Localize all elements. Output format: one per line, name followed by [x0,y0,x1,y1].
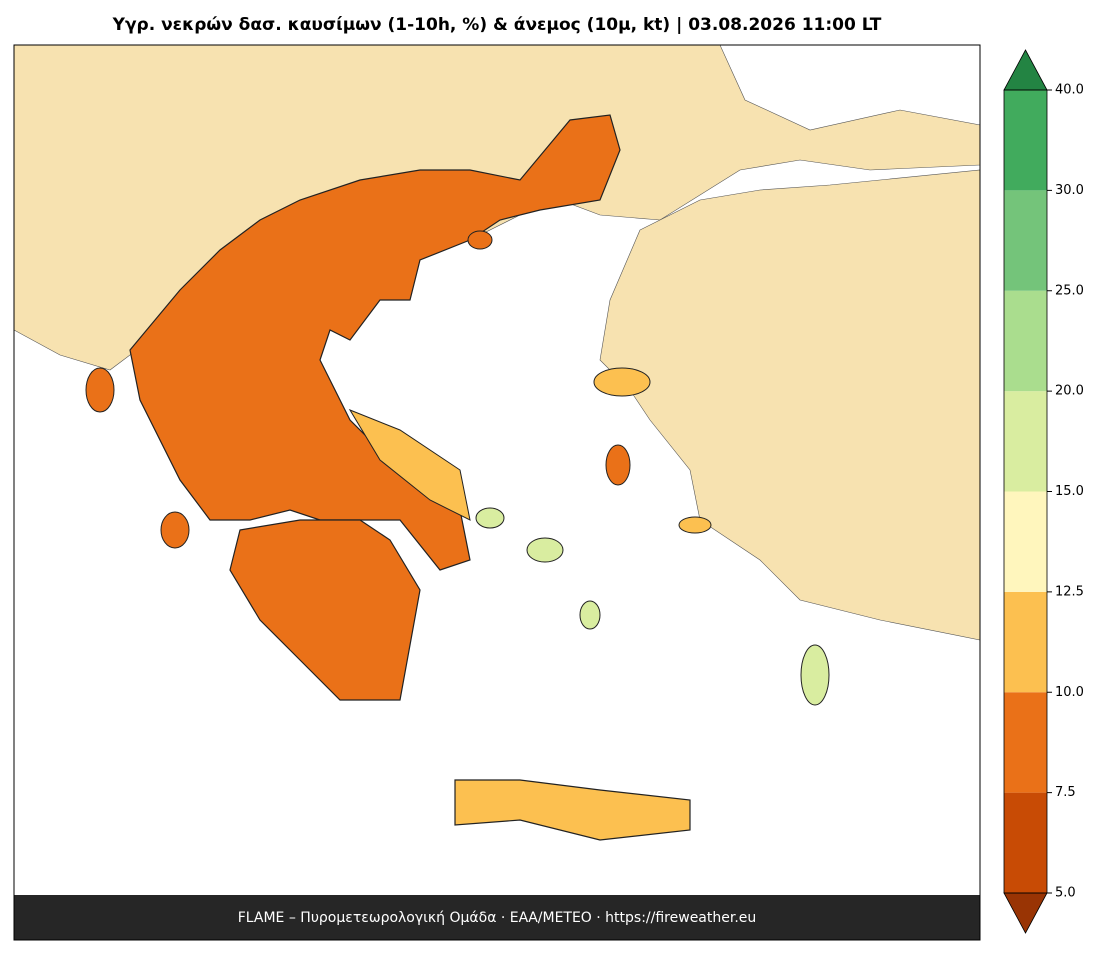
colorbar-segment [1004,692,1047,793]
colorbar-tick-label: 5.0 [1055,886,1076,901]
colorbar-tick-label: 12.5 [1055,584,1084,599]
colorbar-segment [1004,290,1047,392]
crete [454,779,691,841]
colorbar-over [1003,49,1048,91]
island [800,644,830,706]
colorbar-tick-label: 25.0 [1055,283,1084,298]
colorbar-segment [1004,792,1047,893]
colorbar-segment [1004,591,1047,693]
island [579,600,601,630]
colorbar-tick-label: 10.0 [1055,685,1084,700]
island [85,367,115,413]
footer-bar [14,895,980,940]
island [678,516,712,534]
colorbar-segment [1004,391,1047,492]
colorbar-under [1003,892,1048,934]
map-title: Υγρ. νεκρών δασ. καυσίμων (1-10h, %) & ά… [112,15,882,35]
island [475,507,505,529]
colorbar-tick-label: 20.0 [1055,384,1084,399]
peloponnese [229,519,421,701]
map-frame [13,44,981,941]
island [526,537,564,563]
colorbar-tick-label: 15.0 [1055,484,1084,499]
colorbar-segment [1004,190,1047,291]
colorbar-tick-label: 40.0 [1055,83,1084,98]
island [593,367,651,397]
colorbar-tick-label: 7.5 [1055,785,1076,800]
footer-text: FLAME – Πυρομετεωρολογική Ομάδα · ΕΑΑ/ME… [238,910,757,926]
island [160,511,190,549]
colorbar-segment [1004,491,1047,592]
map: FLAME – Πυρομετεωρολογική Ομάδα · ΕΑΑ/ME… [13,44,981,941]
colorbar-tick-label: 30.0 [1055,183,1084,198]
mainland [129,114,621,571]
island [467,230,493,250]
island [605,444,631,486]
evia [348,408,471,521]
colorbar-segment [1004,90,1047,191]
